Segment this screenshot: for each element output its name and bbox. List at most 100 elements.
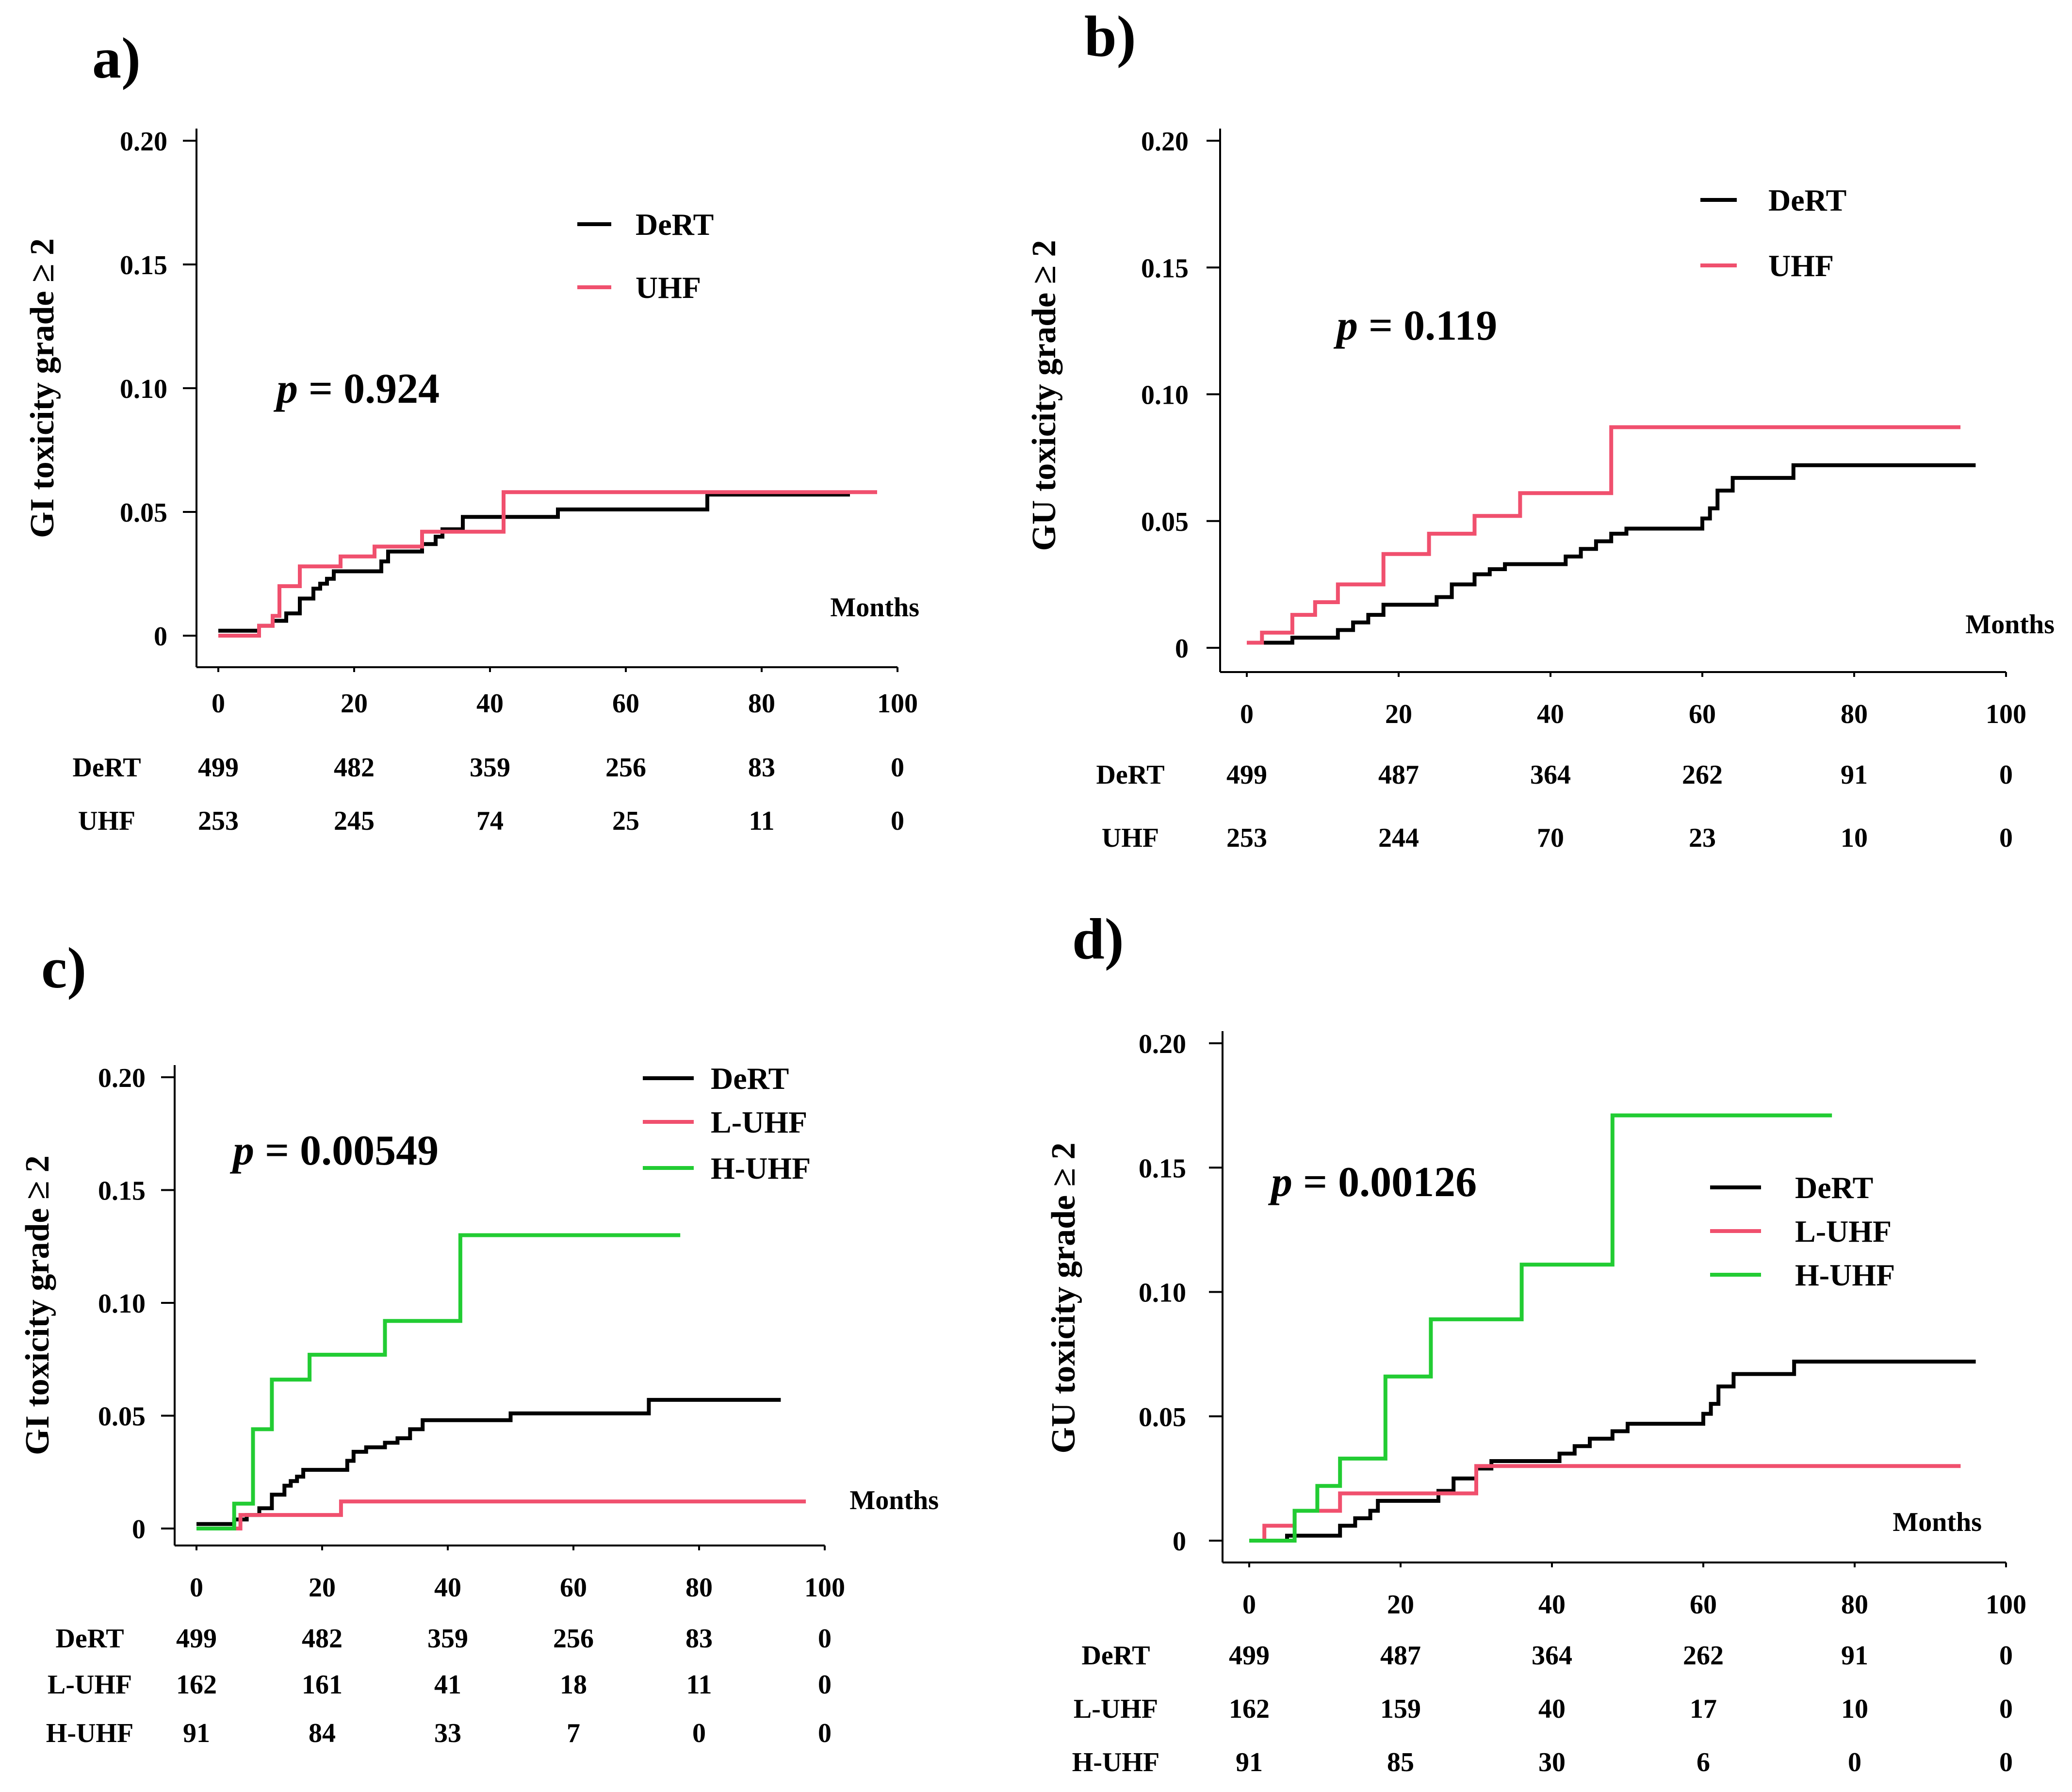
km-curve-dert <box>1249 1360 1976 1543</box>
y-axis-title: GI toxicity grade ≥ 2 <box>19 1155 56 1455</box>
risk-count: 11 <box>686 1670 712 1700</box>
risk-count: 25 <box>612 806 639 836</box>
risk-count: 91 <box>1841 760 1868 790</box>
risk-count: 84 <box>309 1718 336 1748</box>
risk-count: 364 <box>1530 760 1571 790</box>
y-tick-label: 0.15 <box>1139 1153 1186 1184</box>
y-tick-label: 0.15 <box>120 250 167 280</box>
risk-count: 33 <box>434 1718 461 1748</box>
x-tick-label: 20 <box>1385 699 1412 729</box>
risk-count: 10 <box>1841 1694 1868 1724</box>
km-curve-uhf <box>1247 425 1961 645</box>
legend-label: DeRT <box>711 1061 789 1096</box>
risk-group-label: DeRT <box>72 753 141 783</box>
p-symbol: p <box>273 365 298 412</box>
x-tick-label: 100 <box>1986 1590 2026 1620</box>
x-tick-label: 0 <box>1240 699 1254 729</box>
risk-count: 83 <box>685 1624 713 1654</box>
risk-group-label: L-UHF <box>1074 1694 1158 1724</box>
risk-group-label: DeRT <box>55 1624 124 1654</box>
x-tick-label: 40 <box>434 1573 461 1603</box>
risk-count: 262 <box>1683 1641 1724 1671</box>
legend-label: H-UHF <box>1795 1258 1895 1292</box>
risk-count: 0 <box>891 753 904 783</box>
legend-label: UHF <box>636 270 701 305</box>
risk-count: 70 <box>1537 823 1564 853</box>
risk-count: 0 <box>1999 760 2013 790</box>
km-curve-h-uhf <box>1249 1113 1832 1543</box>
risk-count: 30 <box>1538 1747 1566 1777</box>
y-tick-label: 0 <box>132 1514 146 1545</box>
panel-label: b) <box>1084 4 1136 68</box>
risk-count: 6 <box>1697 1747 1710 1777</box>
risk-count: 499 <box>1229 1641 1270 1671</box>
p-value-text: = 0.00549 <box>254 1127 439 1174</box>
x-tick-label: 80 <box>685 1573 713 1603</box>
x-tick-label: 20 <box>341 689 368 719</box>
y-tick-label: 0.05 <box>1139 1402 1186 1432</box>
risk-count: 85 <box>1387 1747 1414 1777</box>
p-value-text: = 0.119 <box>1358 302 1497 349</box>
risk-group-label: UHF <box>78 806 135 836</box>
risk-count: 41 <box>434 1670 461 1700</box>
y-tick-label: 0.05 <box>120 498 167 528</box>
risk-count: 359 <box>470 753 510 783</box>
x-tick-label: 0 <box>212 689 225 719</box>
legend-label: H-UHF <box>711 1151 811 1185</box>
x-tick-label: 60 <box>1690 1590 1717 1620</box>
risk-count: 256 <box>553 1624 594 1654</box>
x-tick-label: 80 <box>748 689 775 719</box>
y-axis-title: GU toxicity grade ≥ 2 <box>1026 240 1063 551</box>
x-tick-label: 80 <box>1841 1590 1868 1620</box>
y-tick-label: 0.10 <box>98 1289 146 1319</box>
panel-label: d) <box>1072 906 1124 971</box>
x-tick-label: 60 <box>560 1573 587 1603</box>
y-tick-label: 0.15 <box>98 1176 146 1206</box>
risk-count: 487 <box>1380 1641 1421 1671</box>
x-tick-label: 80 <box>1841 699 1868 729</box>
risk-count: 364 <box>1532 1641 1572 1671</box>
risk-count: 91 <box>1236 1747 1263 1777</box>
x-tick-label: 20 <box>309 1573 336 1603</box>
risk-count: 482 <box>334 753 375 783</box>
legend-label: DeRT <box>636 207 714 242</box>
p-symbol: p <box>1268 1159 1292 1206</box>
p-value-text: = 0.924 <box>298 365 440 412</box>
x-tick-label: 100 <box>1986 699 2026 729</box>
risk-count: 40 <box>1538 1694 1566 1724</box>
x-tick-label: 0 <box>190 1573 203 1603</box>
p-value: p = 0.924 <box>273 365 440 412</box>
risk-count: 162 <box>1229 1694 1270 1724</box>
x-tick-label: 100 <box>877 689 918 719</box>
p-value: p = 0.00549 <box>229 1127 439 1174</box>
y-axis-title: GU toxicity grade ≥ 2 <box>1045 1142 1082 1453</box>
risk-count: 499 <box>1226 760 1267 790</box>
p-value: p = 0.119 <box>1333 302 1497 349</box>
x-tick-label: 40 <box>1537 699 1564 729</box>
legend-label: DeRT <box>1768 183 1846 217</box>
y-tick-label: 0.20 <box>98 1063 146 1093</box>
risk-count: 253 <box>1226 823 1267 853</box>
risk-count: 74 <box>476 806 504 836</box>
risk-count: 256 <box>605 753 646 783</box>
x-tick-label: 60 <box>612 689 639 719</box>
risk-count: 0 <box>818 1624 832 1654</box>
risk-count: 262 <box>1682 760 1723 790</box>
y-tick-label: 0.05 <box>1141 507 1189 537</box>
y-tick-label: 0.10 <box>1141 380 1189 411</box>
risk-count: 10 <box>1841 823 1868 853</box>
risk-count: 0 <box>1999 1747 2013 1777</box>
y-tick-label: 0.15 <box>1141 253 1189 283</box>
km-curve-dert <box>196 1397 781 1526</box>
risk-count: 0 <box>818 1718 832 1748</box>
legend-label: L-UHF <box>711 1105 807 1139</box>
risk-count: 0 <box>818 1670 832 1700</box>
risk-count: 0 <box>692 1718 706 1748</box>
km-curve-uhf <box>218 490 877 638</box>
risk-count: 499 <box>176 1624 217 1654</box>
y-tick-label: 0.05 <box>98 1402 146 1432</box>
legend-label: DeRT <box>1795 1170 1873 1205</box>
risk-count: 359 <box>427 1624 468 1654</box>
